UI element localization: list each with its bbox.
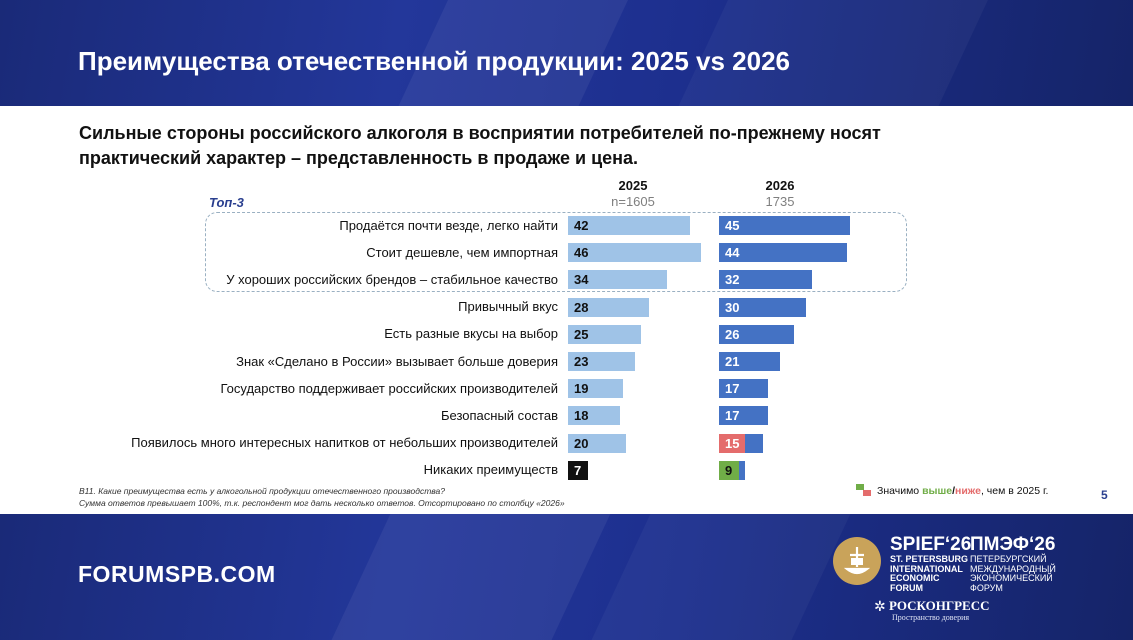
value-label-box <box>568 460 588 480</box>
header-band <box>0 0 1133 106</box>
value-label-2025: 42 <box>574 218 589 233</box>
category-label: Появилось много интересных напитков от н… <box>131 435 558 451</box>
bar-2025 <box>568 324 641 344</box>
value-label-2026: 9 <box>725 462 733 478</box>
pmef-subtitle: ПЕТЕРБУРГСКИЙ МЕЖДУНАРОДНЫЙ ЭКОНОМИЧЕСКИ… <box>970 554 1056 593</box>
roscongress-tagline: Пространство доверия <box>892 613 970 622</box>
category-label: Никаких преимуществ <box>423 462 558 478</box>
bar-2026 <box>719 243 847 263</box>
bar-2026 <box>719 270 812 290</box>
top3-outline <box>205 212 907 292</box>
page-title: Преимущества отечественной продукции: 20… <box>78 46 791 76</box>
bar-2026 <box>719 379 769 399</box>
value-label-2026: 26 <box>725 326 740 342</box>
spief-logo-icon <box>833 537 881 585</box>
spief-subtitle: ST. PETERSBURG INTERNATIONAL ECONOMIC FO… <box>890 554 969 593</box>
category-label: Есть разные вкусы на выбор <box>384 326 558 342</box>
value-label-2026: 44 <box>725 245 740 261</box>
roscongress-star-icon: ✲ <box>874 598 886 614</box>
top3-label: Топ-3 <box>209 195 244 210</box>
series-2026-sample: 1735 <box>765 194 795 209</box>
footer-band <box>0 514 1133 640</box>
value-label-2025: 19 <box>574 381 589 397</box>
category-label: У хороших российских брендов – стабильно… <box>226 271 558 287</box>
series-2025-label: 2025 <box>618 178 648 193</box>
footnote-note: Сумма ответов превышает 100%, т.к. респо… <box>79 498 565 508</box>
ship-emblem-icon <box>843 547 871 575</box>
category-label: Продаётся почти везде, легко найти <box>339 217 558 233</box>
bar-2025 <box>568 352 635 371</box>
bar-2025 <box>568 406 621 426</box>
significance-box <box>719 433 745 453</box>
pmef-title: ПМЭФ‘26 <box>970 534 1056 555</box>
bar-2026 <box>719 297 806 317</box>
bar-2026 <box>719 324 795 344</box>
footnote-question: В11. Какие преимущества есть у алкогольн… <box>79 486 445 496</box>
footer-site-link[interactable]: FORUMSPB.COM <box>78 561 276 587</box>
value-label-2026: 21 <box>725 354 740 369</box>
legend-text: Значимо выше/ниже, чем в 2025 г. <box>877 484 1049 497</box>
value-label-2025: 7 <box>574 462 582 478</box>
bar-2025 <box>568 379 624 399</box>
value-label-2026: 45 <box>725 218 740 233</box>
value-label-2026: 17 <box>725 381 740 397</box>
bar-2025 <box>568 433 626 453</box>
value-label-2025: 25 <box>574 326 589 342</box>
value-label-2026: 15 <box>725 435 740 451</box>
significance-icon <box>856 484 873 497</box>
significance-legend: Значимо выше/ниже, чем в 2025 г. <box>856 484 1048 497</box>
bar-2026 <box>719 216 850 235</box>
series-2025-sample: n=1605 <box>611 194 655 209</box>
category-label: Привычный вкус <box>458 299 558 315</box>
category-label: Стоит дешевле, чем импортная <box>366 244 558 260</box>
value-label-2025: 46 <box>574 245 589 261</box>
footnote: В11. Какие преимущества есть у алкогольн… <box>79 485 565 509</box>
category-label: Безопасный состав <box>440 407 558 423</box>
category-label: Знак «Сделано в России» вызывает больше … <box>236 353 558 369</box>
page-number: 5 <box>1101 488 1108 502</box>
bar-2025 <box>568 270 667 290</box>
bar-2026 <box>719 352 780 371</box>
value-label-box <box>719 460 739 480</box>
value-label-2026: 32 <box>725 272 740 288</box>
slide-subtitle: Сильные стороны российского алкоголя в в… <box>79 123 881 168</box>
value-label-2026: 17 <box>725 408 740 424</box>
bar-2025 <box>568 297 650 317</box>
bar-2025 <box>568 216 690 235</box>
spief-title: SPIEF‘26 <box>890 534 972 555</box>
category-label: Государство поддерживает российских прои… <box>220 380 559 396</box>
legend-lower: ниже <box>955 484 981 497</box>
roscongress-logo: РОСКОНГРЕСС <box>889 598 990 613</box>
value-label-2025: 28 <box>574 299 589 315</box>
value-label-2026: 30 <box>725 299 740 315</box>
value-label-2025: 18 <box>574 408 589 424</box>
value-label-2025: 20 <box>574 435 589 451</box>
bar-2025 <box>568 243 702 263</box>
bar-2026 <box>719 406 769 426</box>
legend-higher: выше <box>922 484 953 497</box>
value-label-2025: 23 <box>574 354 589 369</box>
value-label-2025: 34 <box>574 272 589 288</box>
series-2026-label: 2026 <box>765 178 795 193</box>
